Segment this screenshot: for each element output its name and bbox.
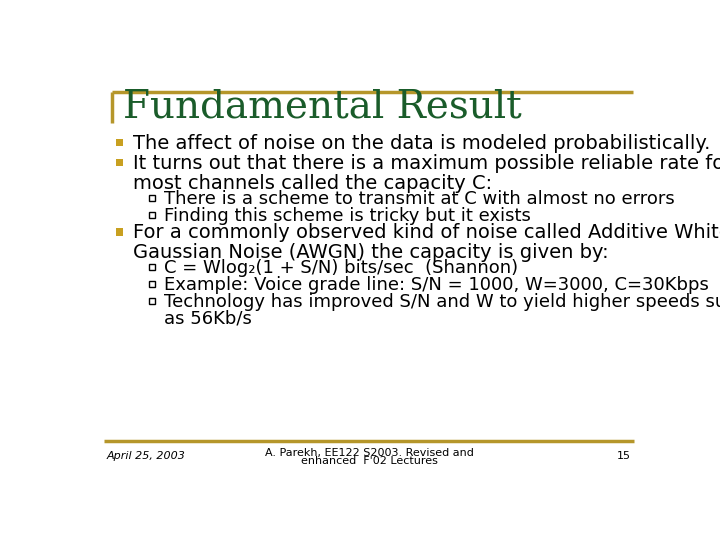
FancyBboxPatch shape [116, 228, 123, 236]
Text: C = Wlog₂(1 + S/N) bits/sec  (Shannon): C = Wlog₂(1 + S/N) bits/sec (Shannon) [164, 259, 518, 277]
Text: A. Parekh, EE122 S2003. Revised and: A. Parekh, EE122 S2003. Revised and [264, 448, 474, 458]
Text: It turns out that there is a maximum possible reliable rate for: It turns out that there is a maximum pos… [132, 154, 720, 173]
FancyBboxPatch shape [116, 139, 123, 146]
Text: Gaussian Noise (AWGN) the capacity is given by:: Gaussian Noise (AWGN) the capacity is gi… [132, 243, 608, 262]
Text: most channels called the capacity C:: most channels called the capacity C: [132, 174, 492, 193]
Text: Technology has improved S/N and W to yield higher speeds such: Technology has improved S/N and W to yie… [164, 293, 720, 311]
Text: Fundamental Result: Fundamental Result [122, 89, 521, 126]
FancyBboxPatch shape [116, 159, 123, 166]
Text: 15: 15 [617, 451, 631, 461]
Text: Example: Voice grade line: S/N = 1000, W=3000, C=30Kbps: Example: Voice grade line: S/N = 1000, W… [164, 276, 709, 294]
Text: There is a scheme to transmit at C with almost no errors: There is a scheme to transmit at C with … [164, 190, 675, 208]
Text: For a commonly observed kind of noise called Additive White: For a commonly observed kind of noise ca… [132, 223, 720, 242]
Text: The affect of noise on the data is modeled probabilistically.: The affect of noise on the data is model… [132, 134, 710, 153]
Text: as 56Kb/s: as 56Kb/s [164, 310, 252, 328]
Text: April 25, 2003: April 25, 2003 [107, 451, 186, 461]
Text: enhanced  F'02 Lectures: enhanced F'02 Lectures [300, 456, 438, 465]
Text: Finding this scheme is tricky but it exists: Finding this scheme is tricky but it exi… [164, 207, 531, 225]
